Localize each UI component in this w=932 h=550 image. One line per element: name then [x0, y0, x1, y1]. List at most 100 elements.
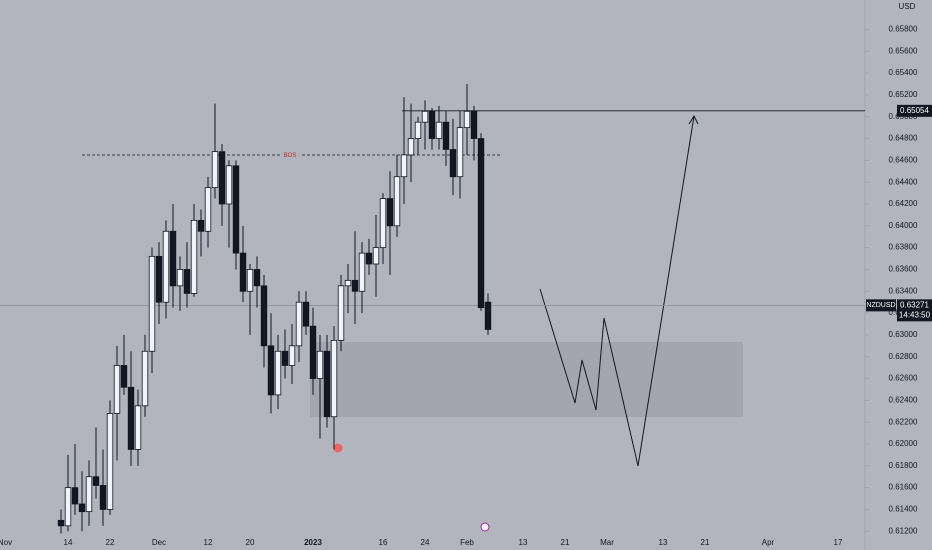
candle-body — [148, 255, 156, 352]
plot: BOS — [82, 114, 743, 532]
candle-body — [232, 165, 240, 254]
symbol-tag — [866, 299, 896, 312]
y-tick-label: 0.64200 — [889, 199, 918, 208]
candle-body — [141, 350, 149, 407]
candle-body — [155, 255, 163, 303]
bos-label: BOS — [284, 153, 297, 159]
last-price-label: 0.63271 — [900, 300, 929, 309]
x-tick-label: 22 — [106, 538, 115, 547]
candle-body — [337, 285, 345, 341]
y-tick-label: 0.64000 — [889, 221, 918, 230]
candle-body — [176, 269, 184, 287]
candle-body — [190, 219, 198, 294]
candle-body — [400, 154, 408, 178]
candle-body — [358, 252, 366, 292]
x-tick-label: 17 — [834, 538, 843, 547]
projection-arrowhead — [688, 114, 699, 125]
candle-body — [288, 345, 296, 366]
y-tick-label: 0.62400 — [889, 395, 918, 404]
x-tick-label: 24 — [421, 538, 430, 547]
candle-body — [477, 138, 485, 309]
x-tick-label: 14 — [64, 538, 73, 547]
x-tick-label: 21 — [701, 538, 710, 547]
candle-body — [253, 269, 261, 287]
last-price-tag — [897, 299, 932, 322]
candle-body — [218, 151, 226, 205]
candle-body — [78, 503, 86, 513]
level-price-label: 0.65054 — [900, 106, 929, 115]
candle-body — [183, 269, 191, 294]
candle-body — [449, 149, 457, 178]
x-tick-label: 2023 — [304, 538, 322, 547]
candle-body — [204, 187, 212, 232]
candle-body — [407, 138, 415, 156]
y-tick-label: 0.62600 — [889, 374, 918, 383]
y-tick-label: 0.63400 — [889, 286, 918, 295]
candle-body — [323, 350, 331, 418]
projection-path — [539, 115, 695, 467]
candle-body — [421, 110, 429, 123]
y-tick-label: 0.61400 — [889, 505, 918, 514]
x-tick-label: Apr — [762, 538, 775, 547]
candle-body — [386, 198, 394, 227]
demand-zone — [310, 342, 743, 417]
candle-body — [295, 301, 303, 347]
x-tick-label: 13 — [519, 538, 528, 547]
candle-body — [274, 350, 282, 396]
candle-body — [470, 110, 478, 139]
x-tick-label: Dec — [152, 538, 166, 547]
candle-body — [127, 386, 135, 450]
y-tick-label: 0.65600 — [889, 46, 918, 55]
event-icon[interactable] — [480, 522, 490, 532]
candle-body — [85, 476, 93, 513]
candle-body — [379, 198, 387, 249]
y-tick-label: 0.63000 — [889, 330, 918, 339]
y-tick-label: 0.64400 — [889, 177, 918, 186]
candle-body — [309, 325, 317, 379]
y-tick-label: 0.61200 — [889, 526, 918, 535]
y-tick-label: 0.61600 — [889, 483, 918, 492]
candle-body — [162, 230, 170, 303]
candle-body — [365, 252, 373, 265]
candle-body — [351, 279, 359, 292]
candle-body — [372, 247, 380, 265]
x-tick-label: 12 — [204, 538, 213, 547]
level-price-tag — [897, 104, 932, 117]
y-tick-label: 0.64600 — [889, 155, 918, 164]
candle-body — [463, 110, 471, 129]
y-tick-label: 0.63600 — [889, 265, 918, 274]
candle-body — [442, 121, 450, 150]
candle-body — [99, 485, 107, 510]
candle-body — [428, 110, 436, 139]
candle-body — [106, 413, 114, 510]
y-tick-label: 0.62200 — [889, 417, 918, 426]
candle-body — [71, 487, 79, 505]
candle-body — [57, 519, 65, 527]
candle-body — [267, 345, 275, 396]
candle-body — [211, 151, 219, 189]
x-tick-label: Mar — [600, 538, 614, 547]
y-tick-label: 0.61800 — [889, 461, 918, 470]
x-tick-label: 20 — [246, 538, 255, 547]
candle-body — [225, 165, 233, 205]
x-tick-label: 16 — [379, 538, 388, 547]
candle-body — [197, 219, 205, 232]
y-tick-label: 0.63800 — [889, 243, 918, 252]
y-tick-label: 0.62800 — [889, 352, 918, 361]
y-tick-label: 0.65200 — [889, 90, 918, 99]
candle-body — [239, 252, 247, 292]
candle-body — [246, 269, 254, 292]
x-tick-label: Feb — [460, 538, 474, 547]
candle-body — [92, 476, 100, 486]
candle-body — [113, 365, 121, 414]
candle-body — [316, 350, 324, 379]
candle-body — [260, 285, 268, 347]
swing-low-marker — [333, 443, 343, 453]
candle-body — [302, 301, 310, 327]
candle-body — [456, 127, 464, 178]
y-tick-label: 0.64800 — [889, 134, 918, 143]
y-tick-label: 0.65400 — [889, 68, 918, 77]
candle-body — [169, 230, 177, 287]
